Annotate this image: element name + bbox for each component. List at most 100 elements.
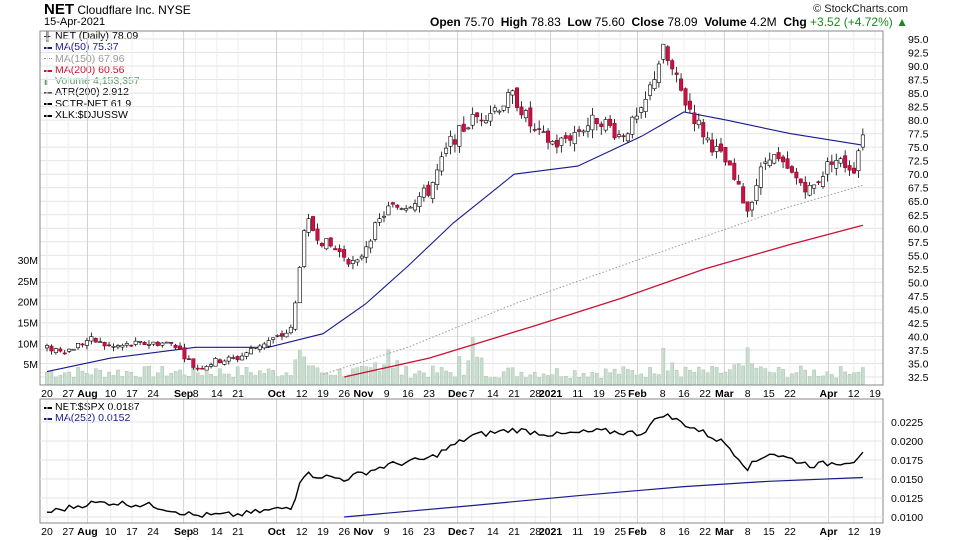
volume-bar — [430, 365, 435, 386]
candle-body — [311, 216, 316, 231]
candle-body — [413, 203, 418, 211]
candle-body — [146, 344, 151, 346]
volume-bar — [54, 376, 58, 386]
y-tick-label: 50.0 — [908, 277, 929, 289]
candle-body — [856, 150, 861, 172]
candle-body — [670, 60, 675, 70]
lower-x-tick-label: 20 — [41, 526, 53, 538]
lower-x-tick-label: 21 — [232, 526, 244, 538]
candle-body — [359, 255, 364, 259]
quote-bar: Open 75.70 High 78.83 Low 75.60 Close 78… — [430, 15, 908, 29]
candle-body — [457, 125, 462, 147]
y-tick-label: 57.5 — [908, 237, 929, 249]
candle-body — [714, 146, 719, 152]
volume-bar — [102, 377, 107, 386]
volume-bar — [58, 375, 63, 386]
candle-body — [643, 99, 648, 112]
candle-body — [426, 184, 431, 196]
volume-bar — [532, 372, 537, 386]
candle-body — [461, 123, 466, 132]
volume-bar — [49, 371, 54, 386]
candle-body — [656, 63, 661, 83]
volume-bar — [572, 370, 577, 386]
low-label: Low — [567, 15, 592, 29]
candle-body — [820, 176, 825, 187]
volume-bar — [297, 349, 302, 386]
candle-body — [470, 114, 475, 126]
candle-body — [399, 208, 404, 210]
lower-x-tick-label: Oct — [268, 526, 286, 538]
candle-body — [226, 356, 231, 362]
candle-body — [563, 135, 568, 139]
x-tick-label: 8 — [193, 388, 199, 400]
legend-swatch — [44, 406, 52, 409]
open-value: 75.70 — [464, 15, 495, 29]
volume-bar — [413, 373, 417, 386]
y-tick-label: 90.0 — [908, 61, 929, 73]
volume-bar — [781, 369, 785, 386]
volume-bar — [453, 376, 457, 386]
triangle-up-icon: ▲ — [896, 15, 908, 29]
candle-body — [53, 348, 58, 353]
volume-bar — [85, 372, 89, 386]
x-tick-label: 8 — [745, 388, 751, 400]
legend-swatch — [44, 57, 52, 61]
x-tick-label: Nov — [354, 388, 374, 400]
candle-body — [506, 92, 511, 108]
candle-body — [76, 343, 81, 349]
y-tick-label: 92.5 — [908, 48, 929, 60]
volume-bar — [821, 375, 825, 386]
lower-x-tick-label: Nov — [354, 526, 374, 538]
candle-body — [297, 267, 302, 304]
volume-bar — [448, 372, 453, 386]
volume-bar — [399, 374, 404, 386]
x-tick-label: 17 — [126, 388, 138, 400]
lower-x-tick-label: 22 — [784, 526, 796, 538]
volume-bar — [417, 370, 422, 386]
lower-x-tick-label: 19 — [593, 526, 605, 538]
candle-body — [138, 340, 143, 343]
x-tick-label: 28 — [529, 388, 541, 400]
candle-body — [435, 169, 440, 185]
y-tick-label: 67.5 — [908, 183, 929, 195]
volume-bar — [807, 376, 812, 386]
volume-bar — [692, 371, 697, 386]
candle-body — [368, 240, 373, 249]
volume-bar — [435, 372, 439, 386]
volume-bar — [275, 376, 280, 386]
volume-bar — [444, 370, 448, 386]
y-tick-label: 77.5 — [908, 129, 929, 141]
y-tick-label: 42.5 — [908, 318, 929, 330]
candle-body — [217, 359, 222, 364]
candle-body — [692, 112, 697, 125]
lower-x-tick-label: Sep — [174, 526, 193, 538]
volume-bar — [164, 375, 169, 386]
volume-bar — [581, 373, 586, 386]
candle-body — [683, 88, 688, 106]
volume-bar — [351, 368, 355, 386]
candle-body — [568, 135, 573, 141]
volume-bar — [825, 371, 830, 386]
candle-body — [736, 181, 741, 185]
volume-bar — [541, 373, 546, 386]
volume-bar — [116, 369, 120, 386]
volume-bar — [462, 374, 466, 386]
candle-body — [639, 107, 644, 113]
candle-body — [231, 357, 236, 359]
volume-bar — [195, 372, 200, 386]
y-tick-label: 85.0 — [908, 88, 929, 100]
volume-bar — [754, 367, 759, 386]
volume-bar — [767, 371, 772, 386]
volume-bar — [258, 370, 262, 386]
legend-swatch — [44, 103, 52, 106]
candle-body — [732, 162, 737, 180]
volume-bar — [315, 367, 320, 386]
volume-bar — [790, 373, 794, 386]
volume-bar — [493, 377, 497, 386]
volume-bar — [280, 375, 284, 386]
volume-tick-label: 10M — [18, 338, 38, 350]
volume-bar — [80, 370, 85, 386]
volume-bar — [98, 369, 103, 386]
volume-bar — [772, 372, 776, 386]
candle-body — [674, 72, 679, 75]
